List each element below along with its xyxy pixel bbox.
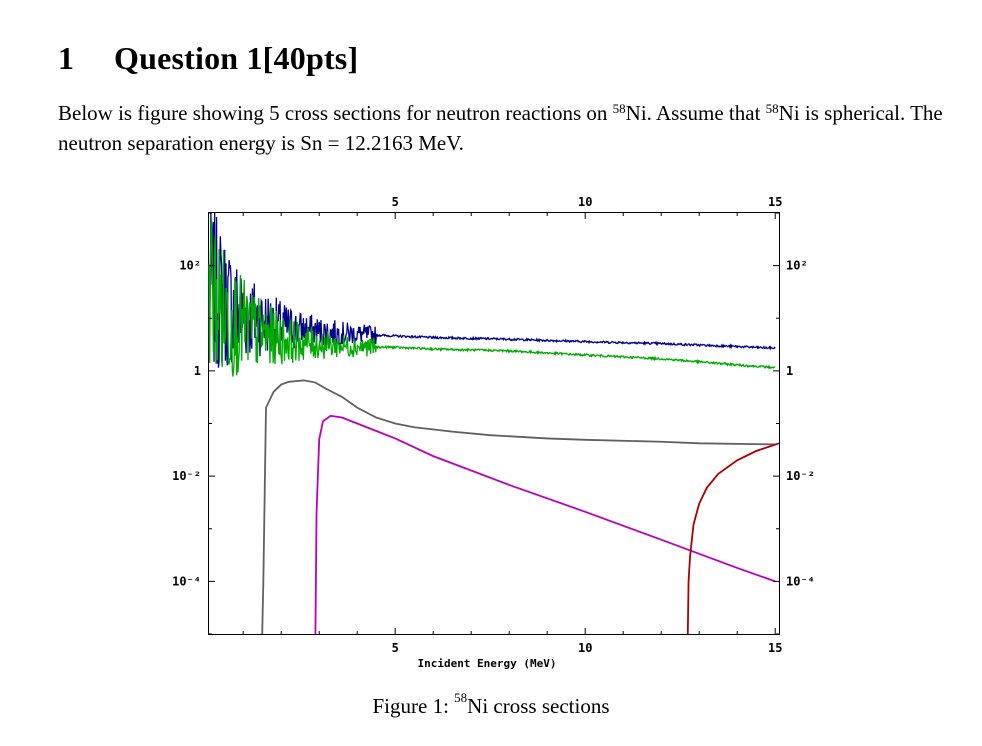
ticks-layer bbox=[209, 212, 779, 635]
section-number: 1 bbox=[58, 40, 75, 76]
y-tick-label-right: 1 bbox=[786, 364, 793, 378]
section-title: Question 1[40pts] bbox=[114, 40, 359, 76]
question-paragraph: Below is figure showing 5 cross sections… bbox=[58, 98, 963, 158]
x-tick-label-bottom: 15 bbox=[768, 641, 782, 655]
x-tick-label-bottom: 10 bbox=[578, 641, 592, 655]
x-tick-label-bottom: 5 bbox=[392, 641, 399, 655]
x-tick-label-top: 10 bbox=[578, 195, 592, 209]
series-line-4 bbox=[314, 414, 776, 635]
isotope-mass-number-1: 58 bbox=[612, 101, 626, 116]
x-tick-label-top: 5 bbox=[392, 195, 399, 209]
y-tick-label-right: 10⁻⁴ bbox=[786, 574, 815, 588]
series-layer bbox=[208, 212, 780, 635]
x-axis-label: Incident Energy (MeV) bbox=[417, 657, 556, 670]
caption-prefix: Figure 1: bbox=[372, 694, 455, 718]
paragraph-text-3: Ni is spherical. The neutron separation … bbox=[58, 101, 943, 155]
figure-caption: Figure 1: 58Ni cross sections bbox=[0, 690, 982, 719]
y-tick-label-left: 1 bbox=[194, 364, 201, 378]
caption-mass-number: 58 bbox=[454, 690, 468, 705]
paragraph-text-2: Ni. Assume that bbox=[625, 101, 766, 125]
paragraph-text-1: Below is figure showing 5 cross sections… bbox=[58, 101, 613, 125]
series-line-3 bbox=[261, 379, 776, 635]
y-tick-label-right: 10² bbox=[786, 259, 808, 273]
labels-layer: 5 5 10 10 15 15 10² 10² 1 1 10⁻² 10⁻² 10⁻⁴ 10⁻⁴ bbox=[172, 195, 815, 655]
series-line-5 bbox=[686, 442, 780, 635]
y-tick-label-right: 10⁻² bbox=[786, 469, 815, 483]
caption-suffix: Ni cross sections bbox=[467, 694, 610, 718]
series-line-1 bbox=[208, 212, 776, 368]
plot-frame bbox=[208, 212, 780, 635]
isotope-mass-number-2: 58 bbox=[765, 101, 779, 116]
y-tick-label-left: 10⁻² bbox=[172, 469, 201, 483]
x-tick-label-top: 15 bbox=[768, 195, 782, 209]
series-line-2 bbox=[208, 218, 776, 377]
y-tick-label-left: 10² bbox=[179, 259, 201, 273]
y-tick-label-left: 10⁻⁴ bbox=[172, 574, 201, 588]
section-heading: 1 Question 1[40pts] bbox=[58, 40, 358, 77]
